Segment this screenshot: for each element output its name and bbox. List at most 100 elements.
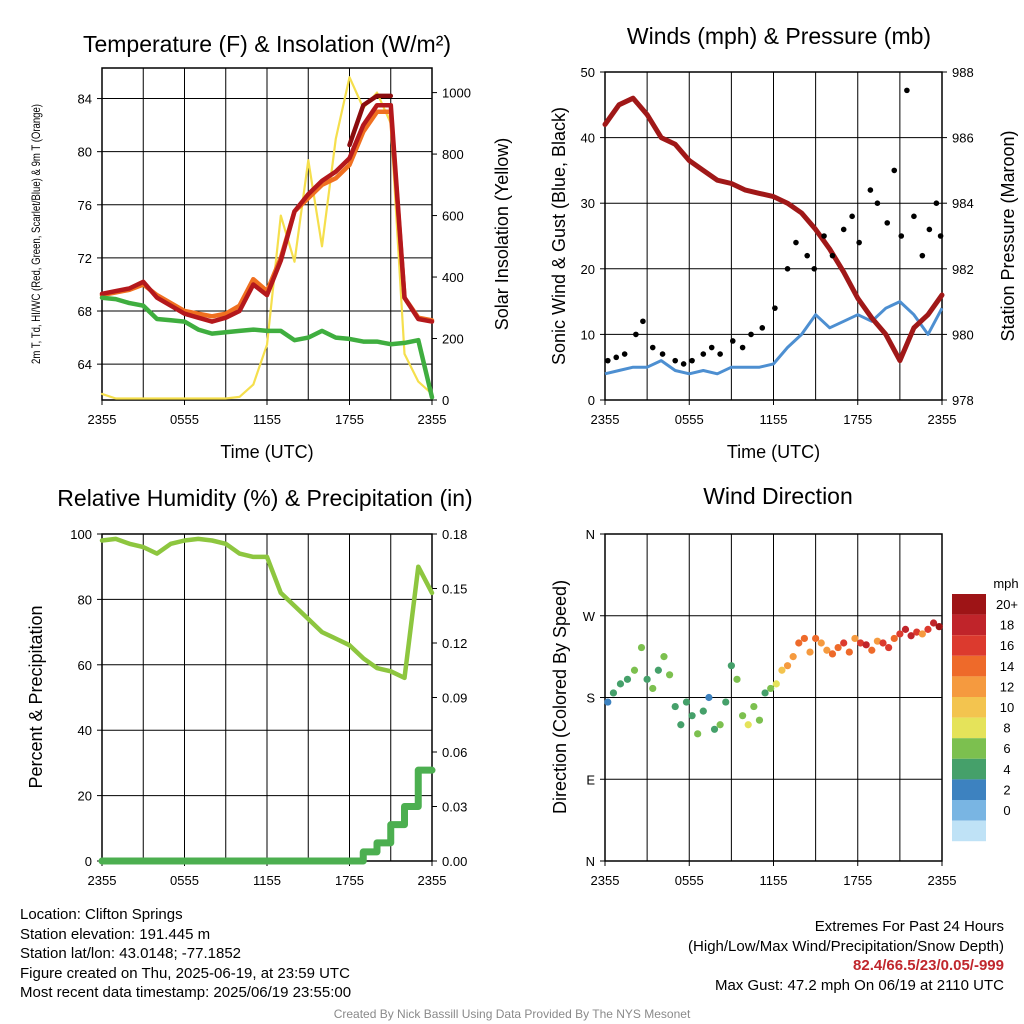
gust-point [821,233,827,239]
direction-point [739,712,747,720]
legend-swatch [952,800,986,821]
gust-point [937,233,944,239]
x-tick-label: 1755 [843,412,872,427]
y2-tick-label: 0 [442,393,449,408]
gust-point [840,226,847,233]
x-tick-label: 1155 [253,412,281,427]
x-tick-label: 0555 [170,412,199,427]
gust-point [680,361,687,367]
station-location: Location: Clifton Springs [20,906,183,923]
legend-label: 20+ [996,597,1018,612]
x-tick-label: 1755 [843,873,872,888]
y-tick-label: N [586,527,595,542]
x-tick-label: 0555 [675,873,704,888]
y-tick-label: 50 [581,65,595,80]
y-axis-label: Direction (Colored By Speed) [550,580,570,814]
legend-swatch [952,594,986,615]
legend-label: 16 [1000,638,1014,653]
gust-point [793,239,799,246]
gust-point [891,167,898,174]
direction-point [862,641,870,649]
y2-tick-label: 200 [442,332,464,347]
chart-title: Temperature (F) & Insolation (W/m²) [83,31,451,57]
direction-point [918,630,926,638]
y2-tick-label: 0.12 [442,636,467,651]
extremes-subtitle: (High/Low/Max Wind/Precipitation/Snow De… [688,937,1004,955]
gust-point [884,220,891,226]
direction-point [929,619,938,627]
direction-point [924,625,932,633]
y-tick-label: 80 [78,592,92,607]
y2-tick-label: 0.18 [442,527,467,542]
legend-label: 10 [1000,700,1014,715]
y-tick-label: 64 [78,357,92,372]
y-tick-label: 84 [78,92,92,107]
gust-point [633,331,639,338]
y2-tick-label: 984 [952,196,974,211]
recent-timestamp: Most recent data timestamp: 2025/06/19 2… [20,984,352,1001]
y-tick-label: E [586,772,595,787]
station-latlon: Station lat/lon: 43.0148; -77.1852 [20,945,242,962]
gust-point [613,354,620,361]
legend-label: 6 [1003,741,1010,756]
gust-point [829,252,836,259]
direction-point [885,643,893,652]
y2-tick-label: 980 [952,327,974,342]
gust-point [729,338,736,344]
y-tick-label: 0 [85,854,92,869]
legend-label: 4 [1003,762,1010,777]
y-tick-label: 40 [78,723,92,738]
direction-point [800,634,808,643]
gust-point [933,200,940,206]
y-tick-label: 60 [78,658,92,673]
y-tick-label: 80 [78,145,92,160]
y-tick-label: 68 [78,304,92,319]
direction-point [935,623,943,631]
y2-tick-label: 600 [442,209,464,224]
y2-tick-label: 0.09 [442,691,467,706]
y-tick-label: 40 [581,131,595,146]
y-tick-label: 20 [581,262,595,277]
station-info: Location: Clifton Springs Station elevat… [20,905,351,1003]
y-tick-label: 72 [78,251,92,266]
x-tick-label: 2355 [928,873,957,888]
direction-point [828,650,837,658]
direction-point [682,698,691,706]
direction-point [660,653,668,661]
direction-point [722,698,730,706]
y-tick-label: 100 [70,527,92,542]
y2-tick-label: 982 [952,262,974,277]
y-tick-label: N [586,854,595,869]
legend-swatch [952,820,986,842]
direction-point [913,628,921,636]
gust-point [926,226,933,233]
x-tick-label: 2355 [88,412,117,427]
legend-swatch [952,614,986,636]
direction-point [845,648,853,656]
x-tick-label: 2355 [591,412,620,427]
x-tick-label: 1755 [335,873,364,888]
direction-point [677,721,685,729]
extremes-box: Extremes For Past 24 Hours (High/Low/Max… [688,917,1004,995]
gust-point [804,252,810,259]
direction-point [705,693,713,702]
series-line [99,536,435,681]
legend-label: 14 [1000,659,1014,674]
legend-label: 18 [1000,618,1014,633]
gust-point [904,87,910,94]
legend-label: 0 [1003,803,1010,818]
series-line [100,76,434,400]
y2-tick-label: 400 [442,270,464,285]
x-tick-label: 2355 [418,873,447,888]
series-line [99,295,435,400]
series-line [602,95,945,364]
y-axis-label: Percent & Precipitation [26,605,46,788]
figure-created: Figure created on Thu, 2025-06-19, at 23… [20,964,350,982]
gust-point [759,325,766,331]
direction-point [744,721,752,729]
gust-point [739,344,746,351]
gust-point [867,187,874,193]
legend-swatch [952,738,986,759]
y-tick-label: 20 [78,789,92,804]
